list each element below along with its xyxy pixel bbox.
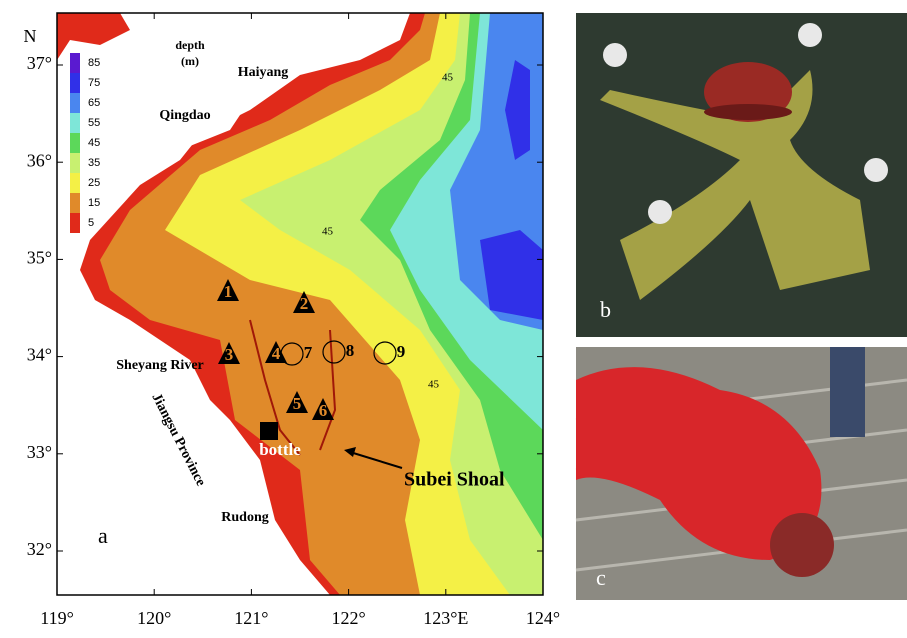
lat-axis-label: N (24, 26, 37, 46)
station-label: 8 (346, 341, 355, 360)
station-label: 7 (304, 343, 313, 362)
legend-label: 65 (88, 97, 100, 109)
station-label: 2 (300, 294, 309, 313)
legend-label: 5 (88, 217, 94, 229)
legend-swatch (70, 173, 80, 193)
legend-label: 15 (88, 197, 100, 209)
lon-tick-label: 123°E (423, 608, 468, 628)
place-label: Rudong (221, 510, 268, 525)
lon-tick-label: 121° (234, 608, 268, 628)
contour-label: 45 (322, 226, 334, 238)
legend-unit: (m) (181, 54, 199, 68)
bottle-label: bottle (259, 440, 301, 459)
lon-tick-label: 124° (526, 608, 560, 628)
legend-swatch (70, 213, 80, 233)
station-label: 4 (272, 344, 281, 363)
legend-swatch (70, 93, 80, 113)
lat-tick-label: 35° (27, 248, 52, 268)
lat-tick-label: 34° (27, 345, 52, 365)
station-label: 3 (225, 345, 234, 364)
legend-swatch (70, 133, 80, 153)
panel-label: a (98, 523, 108, 548)
legend-label: 25 (88, 177, 100, 189)
panel-label: c (596, 565, 606, 590)
legend-swatch (70, 73, 80, 93)
place-label: Qingdao (159, 108, 210, 123)
shoal-label: Subei Shoal (404, 469, 505, 491)
lat-tick-label: 36° (27, 150, 52, 170)
station-label: 9 (397, 342, 406, 361)
contour-label: 45 (428, 379, 440, 391)
legend-label: 75 (88, 77, 100, 89)
lat-tick-label: 37° (27, 53, 52, 73)
bottle-marker (260, 422, 278, 440)
lon-tick-label: 120° (137, 608, 171, 628)
legend-label: 55 (88, 117, 100, 129)
legend-swatch (70, 193, 80, 213)
lon-tick-label: 122° (331, 608, 365, 628)
contour-label: 45 (442, 72, 454, 84)
station-label: 1 (224, 282, 233, 301)
lat-tick-label: 32° (27, 539, 52, 559)
legend-label: 85 (88, 57, 100, 69)
legend-title: depth (175, 38, 205, 52)
panel-label: b (600, 297, 611, 322)
lon-tick-label: 119° (40, 608, 74, 628)
legend-swatch (70, 113, 80, 133)
legend-label: 45 (88, 137, 100, 149)
photo-c: c (576, 347, 907, 600)
photo-b: b (576, 13, 907, 337)
legend-label: 35 (88, 157, 100, 169)
station-label: 6 (319, 401, 328, 420)
legend-swatch (70, 153, 80, 173)
page: depth (m) Haiyang Qingdao Sheyang River … (0, 0, 907, 638)
place-label: Sheyang River (116, 358, 204, 373)
lat-tick-label: 33° (27, 442, 52, 462)
legend-swatch (70, 53, 80, 73)
figure: depth (m) Haiyang Qingdao Sheyang River … (0, 0, 907, 638)
station-label: 5 (293, 394, 302, 413)
place-label: Haiyang (238, 65, 289, 80)
